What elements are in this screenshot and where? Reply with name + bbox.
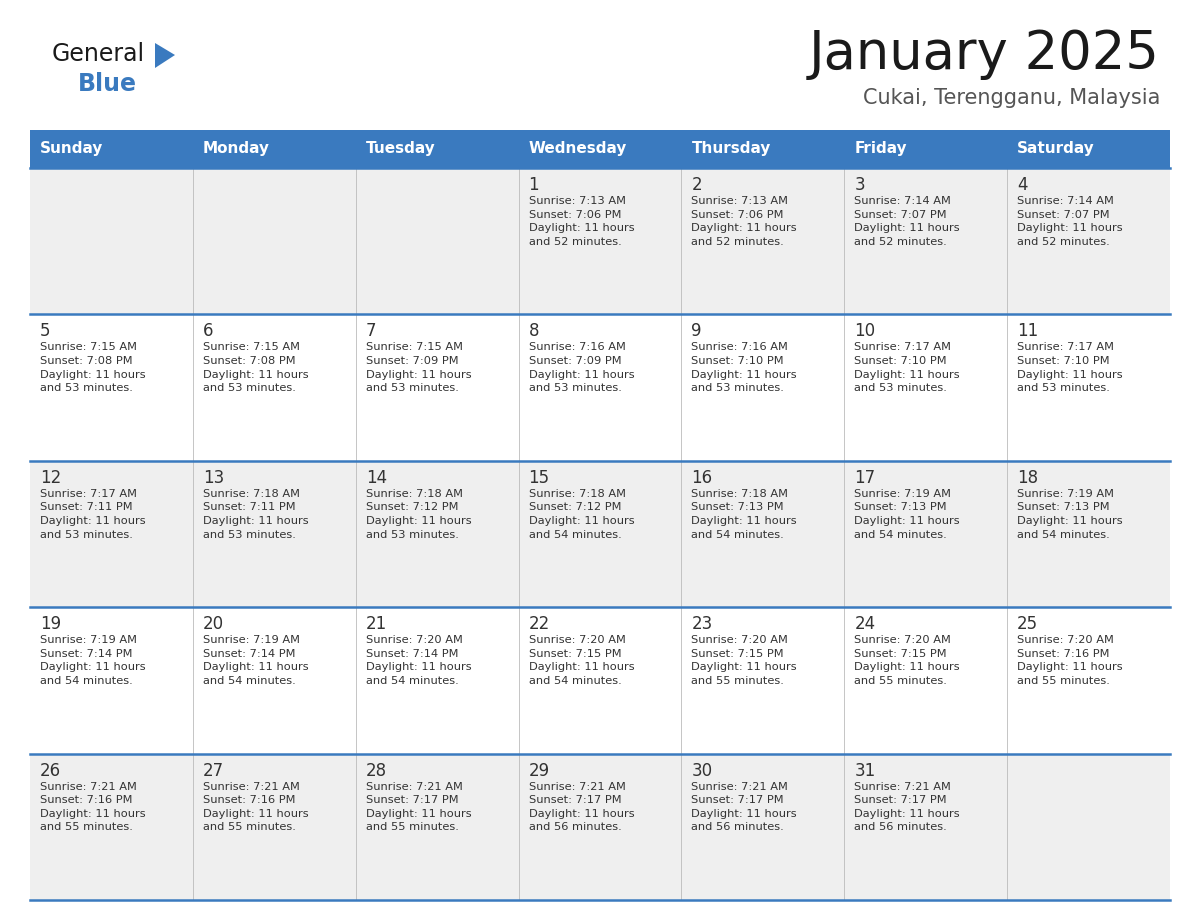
Text: 10: 10 xyxy=(854,322,876,341)
Bar xyxy=(845,130,1007,168)
Text: Sunrise: 7:17 AM
Sunset: 7:10 PM
Daylight: 11 hours
and 53 minutes.: Sunrise: 7:17 AM Sunset: 7:10 PM Dayligh… xyxy=(854,342,960,393)
Text: 25: 25 xyxy=(1017,615,1038,633)
Bar xyxy=(519,130,682,168)
Bar xyxy=(30,461,1170,607)
Polygon shape xyxy=(154,43,175,68)
Text: Sunrise: 7:14 AM
Sunset: 7:07 PM
Daylight: 11 hours
and 52 minutes.: Sunrise: 7:14 AM Sunset: 7:07 PM Dayligh… xyxy=(854,196,960,247)
Text: Sunrise: 7:20 AM
Sunset: 7:14 PM
Daylight: 11 hours
and 54 minutes.: Sunrise: 7:20 AM Sunset: 7:14 PM Dayligh… xyxy=(366,635,472,686)
Text: Sunrise: 7:19 AM
Sunset: 7:13 PM
Daylight: 11 hours
and 54 minutes.: Sunrise: 7:19 AM Sunset: 7:13 PM Dayligh… xyxy=(854,488,960,540)
Text: Sunrise: 7:20 AM
Sunset: 7:15 PM
Daylight: 11 hours
and 54 minutes.: Sunrise: 7:20 AM Sunset: 7:15 PM Dayligh… xyxy=(529,635,634,686)
Text: Sunrise: 7:21 AM
Sunset: 7:17 PM
Daylight: 11 hours
and 55 minutes.: Sunrise: 7:21 AM Sunset: 7:17 PM Dayligh… xyxy=(366,781,472,833)
Text: Sunrise: 7:15 AM
Sunset: 7:08 PM
Daylight: 11 hours
and 53 minutes.: Sunrise: 7:15 AM Sunset: 7:08 PM Dayligh… xyxy=(40,342,146,393)
Text: Wednesday: Wednesday xyxy=(529,141,627,156)
Text: Saturday: Saturday xyxy=(1017,141,1095,156)
Text: Sunrise: 7:21 AM
Sunset: 7:17 PM
Daylight: 11 hours
and 56 minutes.: Sunrise: 7:21 AM Sunset: 7:17 PM Dayligh… xyxy=(529,781,634,833)
Text: Sunrise: 7:18 AM
Sunset: 7:11 PM
Daylight: 11 hours
and 53 minutes.: Sunrise: 7:18 AM Sunset: 7:11 PM Dayligh… xyxy=(203,488,309,540)
Bar xyxy=(30,314,1170,461)
Text: January 2025: January 2025 xyxy=(809,28,1159,80)
Text: Tuesday: Tuesday xyxy=(366,141,436,156)
Bar xyxy=(192,130,355,168)
Text: 13: 13 xyxy=(203,469,225,487)
Text: 17: 17 xyxy=(854,469,876,487)
Text: Sunrise: 7:20 AM
Sunset: 7:16 PM
Daylight: 11 hours
and 55 minutes.: Sunrise: 7:20 AM Sunset: 7:16 PM Dayligh… xyxy=(1017,635,1123,686)
Text: 24: 24 xyxy=(854,615,876,633)
Text: Friday: Friday xyxy=(854,141,906,156)
Text: 8: 8 xyxy=(529,322,539,341)
Text: 5: 5 xyxy=(40,322,51,341)
Text: 3: 3 xyxy=(854,176,865,194)
Text: 21: 21 xyxy=(366,615,387,633)
Text: 31: 31 xyxy=(854,762,876,779)
Text: Sunrise: 7:13 AM
Sunset: 7:06 PM
Daylight: 11 hours
and 52 minutes.: Sunrise: 7:13 AM Sunset: 7:06 PM Dayligh… xyxy=(691,196,797,247)
Bar xyxy=(30,754,1170,900)
Text: Sunrise: 7:16 AM
Sunset: 7:10 PM
Daylight: 11 hours
and 53 minutes.: Sunrise: 7:16 AM Sunset: 7:10 PM Dayligh… xyxy=(691,342,797,393)
Text: Sunrise: 7:18 AM
Sunset: 7:12 PM
Daylight: 11 hours
and 53 minutes.: Sunrise: 7:18 AM Sunset: 7:12 PM Dayligh… xyxy=(366,488,472,540)
Text: 28: 28 xyxy=(366,762,387,779)
Text: 23: 23 xyxy=(691,615,713,633)
Text: 22: 22 xyxy=(529,615,550,633)
Text: 19: 19 xyxy=(40,615,61,633)
Text: Sunrise: 7:18 AM
Sunset: 7:12 PM
Daylight: 11 hours
and 54 minutes.: Sunrise: 7:18 AM Sunset: 7:12 PM Dayligh… xyxy=(529,488,634,540)
Text: Cukai, Terengganu, Malaysia: Cukai, Terengganu, Malaysia xyxy=(862,88,1159,108)
Text: Sunrise: 7:21 AM
Sunset: 7:17 PM
Daylight: 11 hours
and 56 minutes.: Sunrise: 7:21 AM Sunset: 7:17 PM Dayligh… xyxy=(691,781,797,833)
Text: Sunrise: 7:19 AM
Sunset: 7:14 PM
Daylight: 11 hours
and 54 minutes.: Sunrise: 7:19 AM Sunset: 7:14 PM Dayligh… xyxy=(203,635,309,686)
Text: 15: 15 xyxy=(529,469,550,487)
Bar xyxy=(1007,130,1170,168)
Text: 18: 18 xyxy=(1017,469,1038,487)
Bar xyxy=(30,168,1170,314)
Text: Sunrise: 7:17 AM
Sunset: 7:11 PM
Daylight: 11 hours
and 53 minutes.: Sunrise: 7:17 AM Sunset: 7:11 PM Dayligh… xyxy=(40,488,146,540)
Text: 14: 14 xyxy=(366,469,387,487)
Text: Sunrise: 7:15 AM
Sunset: 7:08 PM
Daylight: 11 hours
and 53 minutes.: Sunrise: 7:15 AM Sunset: 7:08 PM Dayligh… xyxy=(203,342,309,393)
Text: Sunrise: 7:18 AM
Sunset: 7:13 PM
Daylight: 11 hours
and 54 minutes.: Sunrise: 7:18 AM Sunset: 7:13 PM Dayligh… xyxy=(691,488,797,540)
Text: Sunrise: 7:16 AM
Sunset: 7:09 PM
Daylight: 11 hours
and 53 minutes.: Sunrise: 7:16 AM Sunset: 7:09 PM Dayligh… xyxy=(529,342,634,393)
Text: Sunrise: 7:15 AM
Sunset: 7:09 PM
Daylight: 11 hours
and 53 minutes.: Sunrise: 7:15 AM Sunset: 7:09 PM Dayligh… xyxy=(366,342,472,393)
Bar xyxy=(355,130,519,168)
Bar xyxy=(30,130,192,168)
Text: General: General xyxy=(52,42,145,66)
Text: Sunrise: 7:20 AM
Sunset: 7:15 PM
Daylight: 11 hours
and 55 minutes.: Sunrise: 7:20 AM Sunset: 7:15 PM Dayligh… xyxy=(691,635,797,686)
Text: 7: 7 xyxy=(366,322,377,341)
Text: Sunrise: 7:21 AM
Sunset: 7:16 PM
Daylight: 11 hours
and 55 minutes.: Sunrise: 7:21 AM Sunset: 7:16 PM Dayligh… xyxy=(203,781,309,833)
Text: 9: 9 xyxy=(691,322,702,341)
Text: Sunrise: 7:14 AM
Sunset: 7:07 PM
Daylight: 11 hours
and 52 minutes.: Sunrise: 7:14 AM Sunset: 7:07 PM Dayligh… xyxy=(1017,196,1123,247)
Text: Sunrise: 7:20 AM
Sunset: 7:15 PM
Daylight: 11 hours
and 55 minutes.: Sunrise: 7:20 AM Sunset: 7:15 PM Dayligh… xyxy=(854,635,960,686)
Text: Sunrise: 7:19 AM
Sunset: 7:13 PM
Daylight: 11 hours
and 54 minutes.: Sunrise: 7:19 AM Sunset: 7:13 PM Dayligh… xyxy=(1017,488,1123,540)
Text: 30: 30 xyxy=(691,762,713,779)
Text: Sunrise: 7:21 AM
Sunset: 7:16 PM
Daylight: 11 hours
and 55 minutes.: Sunrise: 7:21 AM Sunset: 7:16 PM Dayligh… xyxy=(40,781,146,833)
Text: 27: 27 xyxy=(203,762,225,779)
Text: 26: 26 xyxy=(40,762,61,779)
Bar xyxy=(682,130,845,168)
Text: 20: 20 xyxy=(203,615,225,633)
Text: 16: 16 xyxy=(691,469,713,487)
Text: Blue: Blue xyxy=(78,72,137,96)
Text: 6: 6 xyxy=(203,322,214,341)
Text: Sunrise: 7:21 AM
Sunset: 7:17 PM
Daylight: 11 hours
and 56 minutes.: Sunrise: 7:21 AM Sunset: 7:17 PM Dayligh… xyxy=(854,781,960,833)
Text: 29: 29 xyxy=(529,762,550,779)
Bar xyxy=(30,607,1170,754)
Text: Sunrise: 7:19 AM
Sunset: 7:14 PM
Daylight: 11 hours
and 54 minutes.: Sunrise: 7:19 AM Sunset: 7:14 PM Dayligh… xyxy=(40,635,146,686)
Text: 11: 11 xyxy=(1017,322,1038,341)
Text: Thursday: Thursday xyxy=(691,141,771,156)
Text: 4: 4 xyxy=(1017,176,1028,194)
Text: Sunrise: 7:17 AM
Sunset: 7:10 PM
Daylight: 11 hours
and 53 minutes.: Sunrise: 7:17 AM Sunset: 7:10 PM Dayligh… xyxy=(1017,342,1123,393)
Text: Sunrise: 7:13 AM
Sunset: 7:06 PM
Daylight: 11 hours
and 52 minutes.: Sunrise: 7:13 AM Sunset: 7:06 PM Dayligh… xyxy=(529,196,634,247)
Text: 12: 12 xyxy=(40,469,62,487)
Text: 2: 2 xyxy=(691,176,702,194)
Text: Sunday: Sunday xyxy=(40,141,103,156)
Text: 1: 1 xyxy=(529,176,539,194)
Text: Monday: Monday xyxy=(203,141,270,156)
